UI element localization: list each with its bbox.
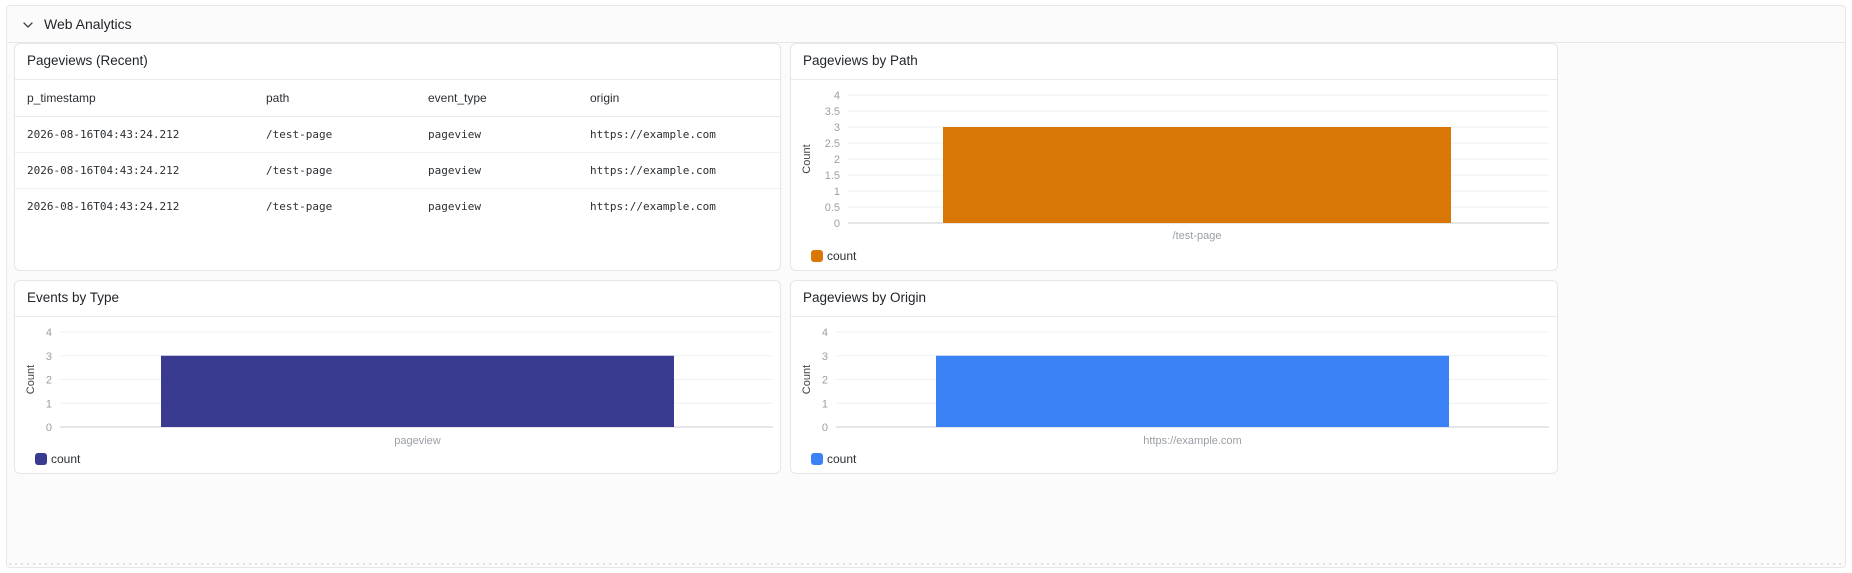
y-tick-label: 4 <box>46 327 52 339</box>
y-tick-label: 0 <box>822 422 828 434</box>
y-tick-label: 3.5 <box>825 106 840 118</box>
cell-path: /test-page <box>266 199 333 213</box>
column-header-event-type[interactable]: event_type <box>416 80 578 117</box>
x-category-label: pageview <box>394 435 441 447</box>
table-row[interactable]: 2026-08-16T04:43:24.212 /test-page pagev… <box>15 188 780 224</box>
y-tick-label: 2 <box>822 375 828 387</box>
pageviews-by-path-panel: Pageviews by Path 0 0.5 1 1.5 2 2.5 3 3.5 4 Count… <box>790 43 1558 271</box>
panel-title: Pageviews by Path <box>791 44 1557 80</box>
y-axis-label: Count <box>801 365 813 394</box>
y-tick-label: 3 <box>834 122 840 134</box>
y-tick-label: 0 <box>834 218 840 230</box>
y-tick-label: 1.5 <box>825 170 840 182</box>
section-title: Web Analytics <box>44 16 132 32</box>
panel-title: Events by Type <box>15 281 780 317</box>
y-tick-label: 0.5 <box>825 202 840 214</box>
cell-timestamp: 2026-08-16T04:43:24.212 <box>15 152 254 189</box>
panel-title: Pageviews (Recent) <box>15 44 780 80</box>
cell-timestamp: 2026-08-16T04:43:24.212 <box>15 116 254 153</box>
y-tick-label: 0 <box>46 422 52 434</box>
y-tick-label: 3 <box>822 351 828 363</box>
recent-pageviews-table: p_timestamp path event_type origin 2026-… <box>15 80 780 224</box>
table-row[interactable]: 2026-08-16T04:43:24.212 /test-page pagev… <box>15 116 780 153</box>
column-header-origin[interactable]: origin <box>578 80 780 117</box>
column-header-p-timestamp[interactable]: p_timestamp <box>15 80 254 117</box>
pageviews-by-path-chart: 0 0.5 1 1.5 2 2.5 3 3.5 4 Count/test-page <box>801 90 1549 242</box>
y-tick-label: 2 <box>46 375 52 387</box>
y-tick-label: 4 <box>822 327 828 339</box>
section-header[interactable]: Web Analytics <box>7 6 1845 43</box>
legend-swatch <box>811 453 823 465</box>
pageviews-by-origin-chart: 0 1 2 3 4 Count https://example.com <box>801 327 1549 447</box>
cell-origin: https://example.com <box>578 116 780 153</box>
bar <box>943 127 1451 223</box>
bar <box>161 355 674 427</box>
y-tick-label: 1 <box>46 398 52 410</box>
y-axis-label: Count <box>801 144 813 173</box>
chart-legend[interactable]: count <box>811 249 856 263</box>
chevron-down-icon[interactable] <box>21 18 35 32</box>
cell-event-type: pageview <box>416 116 578 153</box>
y-tick-label: 4 <box>834 90 840 102</box>
y-tick-label: 2.5 <box>825 138 840 150</box>
table-header-row: p_timestamp path event_type origin <box>15 80 780 117</box>
events-by-type-panel: Events by Type 0 1 2 3 4 Count pageview count <box>14 280 781 474</box>
pageviews-by-origin-panel: Pageviews by Origin 0 1 2 3 4 Count https://ex… <box>790 280 1558 474</box>
cell-origin: https://example.com <box>590 199 716 213</box>
legend-label: count <box>827 249 857 263</box>
cell-event-type: pageview <box>416 152 578 189</box>
chart-legend[interactable]: count <box>35 452 80 466</box>
y-axis-label: Count <box>25 365 37 394</box>
x-category-label: https://example.com <box>1143 435 1241 447</box>
cell-origin: https://example.com <box>578 152 780 189</box>
chart-legend[interactable]: count <box>811 452 856 466</box>
cell-path: /test-page <box>254 116 416 153</box>
section-footer-dots <box>7 561 1845 567</box>
cell-timestamp: 2026-08-16T04:43:24.212 <box>27 199 180 213</box>
y-tick-label: 1 <box>834 186 840 198</box>
y-tick-label: 2 <box>834 154 840 166</box>
legend-label: count <box>51 452 81 466</box>
legend-label: count <box>827 452 857 466</box>
panel-title: Pageviews by Origin <box>791 281 1557 317</box>
y-tick-label: 3 <box>46 351 52 363</box>
column-header-path[interactable]: path <box>254 80 416 117</box>
cell-event-type: pageview <box>428 199 481 213</box>
bar <box>936 355 1449 427</box>
web-analytics-section: Web Analytics Pageviews (Recent) p_times… <box>6 5 1846 568</box>
legend-swatch <box>35 453 47 465</box>
x-category-label: /test-page <box>1173 230 1222 242</box>
recent-pageviews-panel: Pageviews (Recent) p_timestamp path even… <box>14 43 781 271</box>
y-tick-label: 1 <box>822 398 828 410</box>
legend-swatch <box>811 250 823 262</box>
table-row[interactable]: 2026-08-16T04:43:24.212 /test-page pagev… <box>15 152 780 189</box>
events-by-type-chart: 0 1 2 3 4 Count pageview <box>25 327 773 447</box>
cell-path: /test-page <box>254 152 416 189</box>
